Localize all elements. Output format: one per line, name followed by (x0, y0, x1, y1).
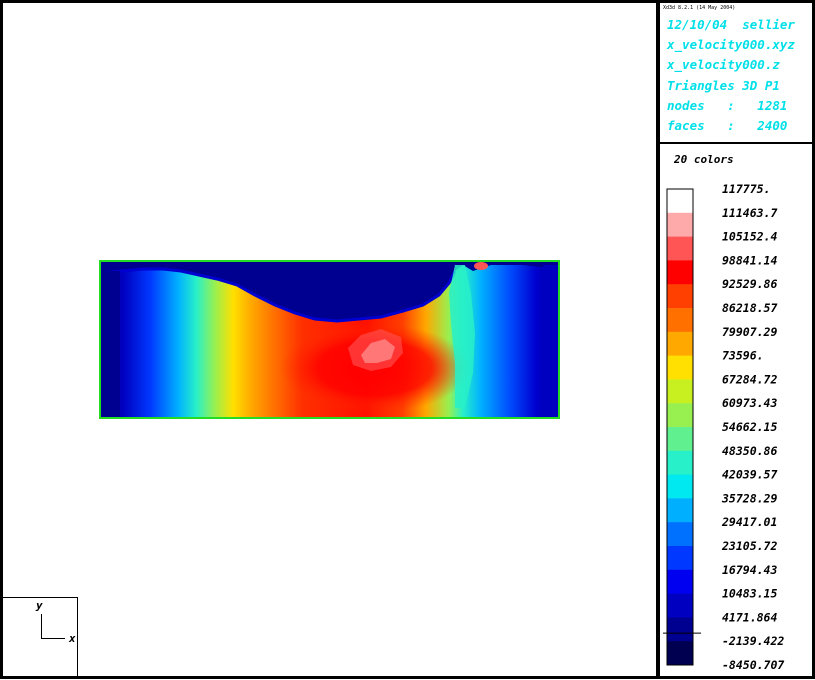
field-hot-spot (474, 262, 488, 270)
domain-outline (99, 260, 560, 419)
x-axis-line (41, 638, 65, 639)
colorbar-level-2 (667, 236, 693, 261)
axes-indicator: y x (3, 597, 78, 676)
xyz-file-label: x_velocity000.xyz (667, 37, 795, 52)
colorbar-level-11 (667, 450, 693, 476)
colorbar-tick-label: 73596. (722, 349, 764, 363)
panel-divider (656, 0, 660, 679)
x-axis-label: x (69, 632, 76, 645)
colorbar-tick-label: -8450.707 (722, 658, 784, 672)
field-high-patch (348, 329, 403, 371)
colorbar-level-12 (667, 474, 693, 499)
version-label: Xd3d 8.2.1 (14 May 2004) (663, 5, 736, 11)
colorbar-tick-label: -2139.422 (722, 634, 784, 648)
field-low-region (100, 261, 559, 321)
colorbar-tick-label: 111463.7 (722, 206, 777, 220)
faces-label: faces : 2400 (667, 118, 788, 133)
colorbar-tick-label: 42039.57 (722, 468, 777, 482)
colorbar-tick-label: 117775. (722, 182, 770, 196)
field-right-band (543, 265, 559, 418)
colorbar-level-16 (667, 569, 693, 595)
colorbar-tick-label: 86218.57 (722, 301, 777, 315)
colorbar-tick-label: 29417.01 (721, 515, 777, 529)
colorbar-border (666, 188, 694, 666)
element-type-label: Triangles 3D P1 (667, 78, 780, 93)
colorbar-level-4 (667, 284, 693, 309)
colorbar-level-19 (667, 641, 693, 666)
colorbar-tick-label: 79907.29 (722, 325, 777, 339)
field-low-edge (99, 267, 457, 323)
plot-area[interactable] (3, 3, 656, 676)
colorbar-level-7 (667, 355, 693, 380)
field-left-band (100, 271, 120, 418)
colorbar-level-14 (667, 522, 693, 547)
colorbar-level-9 (667, 403, 693, 428)
colorbar-level-13 (667, 498, 693, 523)
velocity-field[interactable] (3, 3, 656, 676)
colorbar-level-15 (667, 546, 693, 571)
colorbar-tick-label: 4171.864 (722, 610, 777, 624)
colorbar-level-0 (667, 189, 693, 214)
colorbar-tick-label: 10483.15 (722, 587, 777, 601)
legend-panel: Xd3d 8.2.1 (14 May 2004) 12/10/04 sellie… (660, 3, 812, 676)
colorbar-level-3 (667, 260, 693, 285)
colorbar-level-6 (667, 331, 693, 357)
colorbar-tick-label: 16794.43 (722, 563, 777, 577)
colorbar-tick-label: 105152.4 (722, 230, 777, 244)
colorbar-tick-label: 48350.86 (722, 444, 777, 458)
z-file-label: x_velocity000.z (667, 57, 780, 72)
y-axis-label: y (36, 599, 43, 612)
colorbar-level-10 (667, 427, 693, 452)
colorbar-level-5 (667, 308, 693, 333)
nodes-label: nodes : 1281 (667, 98, 788, 113)
colorbar-tick-label: 54662.15 (722, 420, 777, 434)
info-separator (660, 142, 812, 144)
colorbar-tick-label: 35728.29 (721, 491, 777, 505)
y-axis-line (41, 614, 42, 638)
colorbar: 117775. 111463.7 105152.4 98841.14 92529.86 8… (663, 182, 784, 672)
colorbar-level-18 (667, 617, 693, 642)
colorbar-level-17 (667, 593, 693, 618)
colorbar-tick-label: 23105.72 (721, 539, 777, 553)
n-colors-label: 20 colors (674, 153, 734, 166)
colorbar-tick-label: 67284.72 (722, 372, 777, 386)
colorbar-level-1 (667, 212, 693, 238)
colorbar-tick-label: 98841.14 (722, 253, 777, 267)
colorbar-tick-label: 92529.86 (722, 277, 777, 291)
colorbar-tick-label: 60973.43 (722, 396, 777, 410)
colorbar-level-8 (667, 379, 693, 404)
date-user-label: 12/10/04 sellier (667, 17, 795, 32)
field-plume (449, 265, 475, 408)
